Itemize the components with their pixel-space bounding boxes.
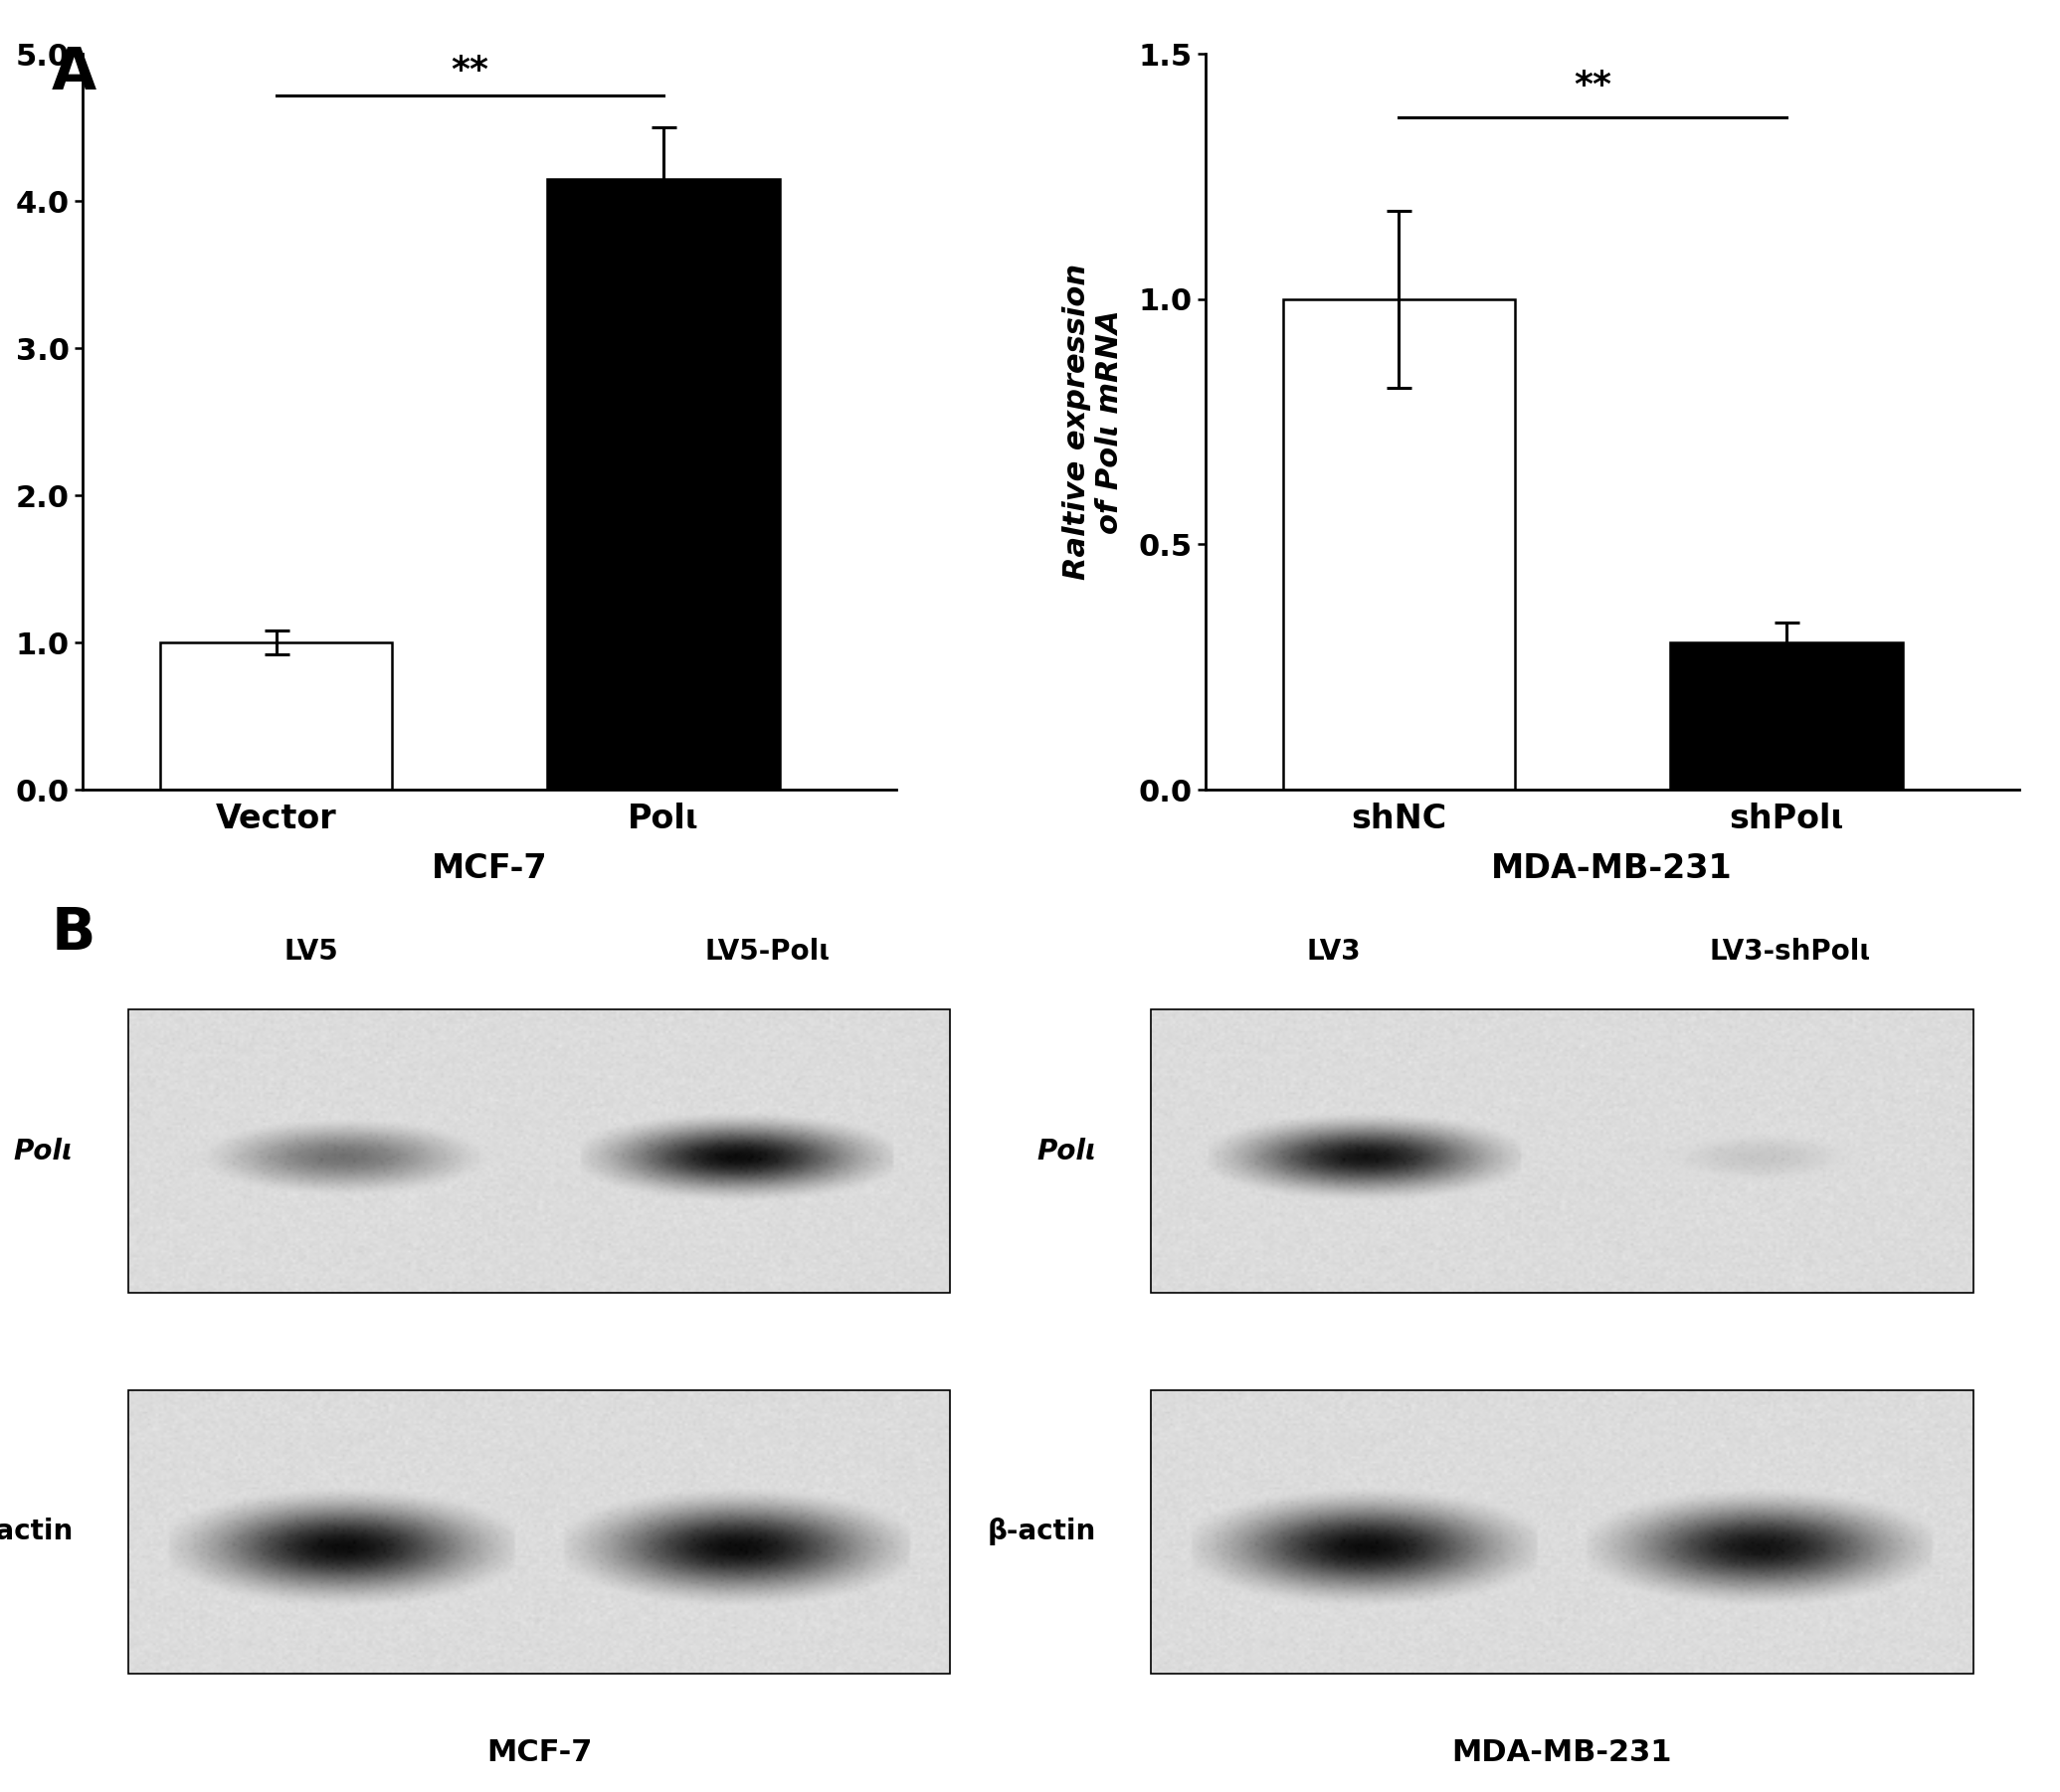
Text: LV5-Polι: LV5-Polι [705, 937, 830, 966]
Text: **: ** [1574, 70, 1611, 102]
Text: **: ** [451, 54, 488, 88]
Text: MDA-MB-231: MDA-MB-231 [1452, 1738, 1673, 1767]
Bar [1152, 1391, 1973, 1674]
Text: β-actin: β-actin [0, 1518, 74, 1546]
Bar [128, 1009, 950, 1294]
Text: Polι: Polι [14, 1138, 74, 1165]
Bar [548, 179, 781, 790]
Y-axis label: Raltive expression
of Polι mRNA: Raltive expression of Polι mRNA [1063, 263, 1125, 581]
Bar [161, 643, 391, 790]
Text: LV5: LV5 [284, 937, 338, 966]
X-axis label: MCF-7: MCF-7 [431, 853, 548, 885]
Text: β-actin: β-actin [987, 1518, 1096, 1546]
Text: MCF-7: MCF-7 [486, 1738, 591, 1767]
Bar [1671, 643, 1903, 790]
Bar [1283, 299, 1516, 790]
Text: LV3: LV3 [1306, 937, 1362, 966]
X-axis label: MDA-MB-231: MDA-MB-231 [1491, 853, 1732, 885]
Bar [1152, 1009, 1973, 1294]
Text: Polι: Polι [1036, 1138, 1096, 1165]
Bar [128, 1391, 950, 1674]
Text: LV3-shPolι: LV3-shPolι [1710, 937, 1870, 966]
Text: A: A [52, 45, 97, 102]
Text: B: B [52, 905, 95, 962]
